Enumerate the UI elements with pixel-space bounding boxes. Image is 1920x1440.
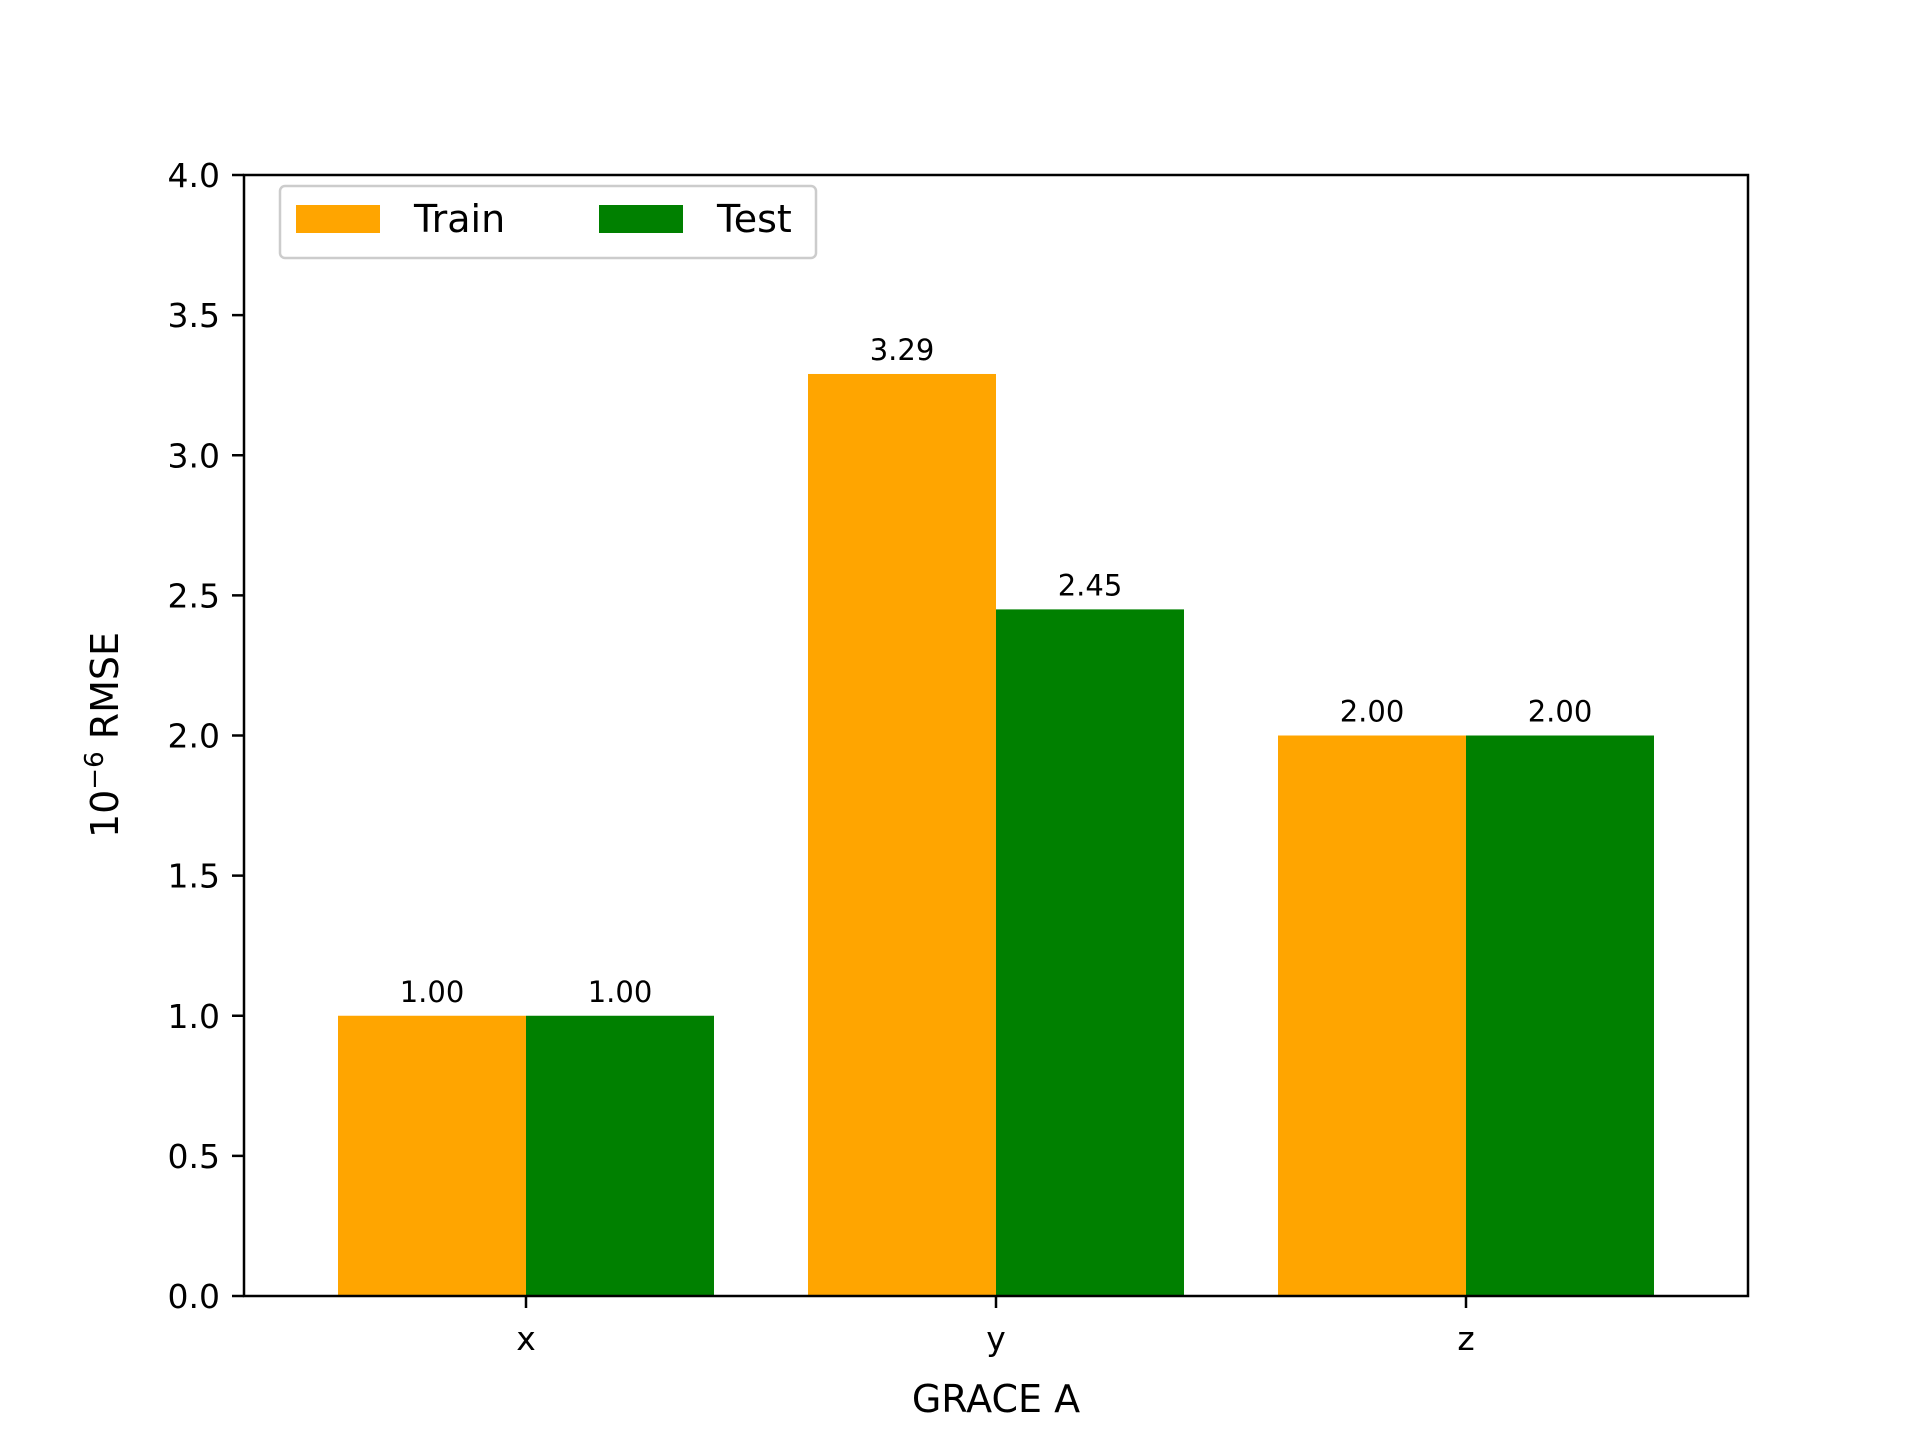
bar-test-z bbox=[1466, 735, 1654, 1296]
y-axis: 0.0 0.5 1.0 1.5 2.0 2.5 3.0 3.5 4.0 bbox=[168, 156, 244, 1316]
y-tick-label: 2.5 bbox=[168, 576, 220, 615]
bars-layer bbox=[338, 373, 1654, 1296]
data-labels-layer: 1.00 3.29 2.00 1.00 2.45 2.00 bbox=[400, 333, 1593, 1009]
data-label-test-y: 2.45 bbox=[1058, 568, 1123, 602]
y-tick-label: 0.5 bbox=[168, 1137, 220, 1176]
x-axis-label: GRACE A bbox=[912, 1377, 1080, 1421]
y-tick-label: 1.0 bbox=[168, 997, 220, 1036]
legend: Train Test bbox=[278, 184, 818, 260]
bar-train-z bbox=[1278, 735, 1466, 1296]
bar-train-y bbox=[808, 373, 996, 1296]
data-label-test-z: 2.00 bbox=[1528, 695, 1593, 729]
legend-swatch-test bbox=[599, 205, 683, 233]
y-tick-label: 1.5 bbox=[168, 857, 220, 896]
x-tick-label-z: z bbox=[1457, 1319, 1474, 1358]
legend-label-train: Train bbox=[413, 197, 505, 241]
data-label-test-x: 1.00 bbox=[588, 975, 653, 1009]
y-tick-label: 0.0 bbox=[168, 1277, 220, 1316]
y-tick-label: 3.0 bbox=[168, 436, 220, 475]
bar-test-x bbox=[526, 1015, 714, 1296]
bar-test-y bbox=[996, 609, 1184, 1296]
legend-swatch-train bbox=[296, 205, 380, 233]
y-axis-label-base: 10 bbox=[83, 790, 127, 838]
x-tick-label-y: y bbox=[986, 1319, 1006, 1358]
data-label-train-y: 3.29 bbox=[870, 333, 935, 367]
data-label-train-z: 2.00 bbox=[1340, 695, 1405, 729]
y-axis-label-text: RMSE bbox=[83, 632, 127, 739]
data-label-train-x: 1.00 bbox=[400, 975, 465, 1009]
legend-label-test: Test bbox=[716, 197, 792, 241]
y-tick-label: 3.5 bbox=[168, 296, 220, 335]
y-tick-label: 2.0 bbox=[168, 717, 220, 756]
x-tick-label-x: x bbox=[516, 1319, 536, 1358]
y-axis-label: 10−6 RMSE bbox=[80, 632, 127, 838]
x-axis: x y z bbox=[516, 1296, 1475, 1358]
y-axis-label-exponent: −6 bbox=[80, 751, 110, 789]
bar-train-x bbox=[338, 1015, 526, 1296]
y-tick-label: 4.0 bbox=[168, 156, 220, 195]
legend-frame bbox=[278, 184, 818, 260]
